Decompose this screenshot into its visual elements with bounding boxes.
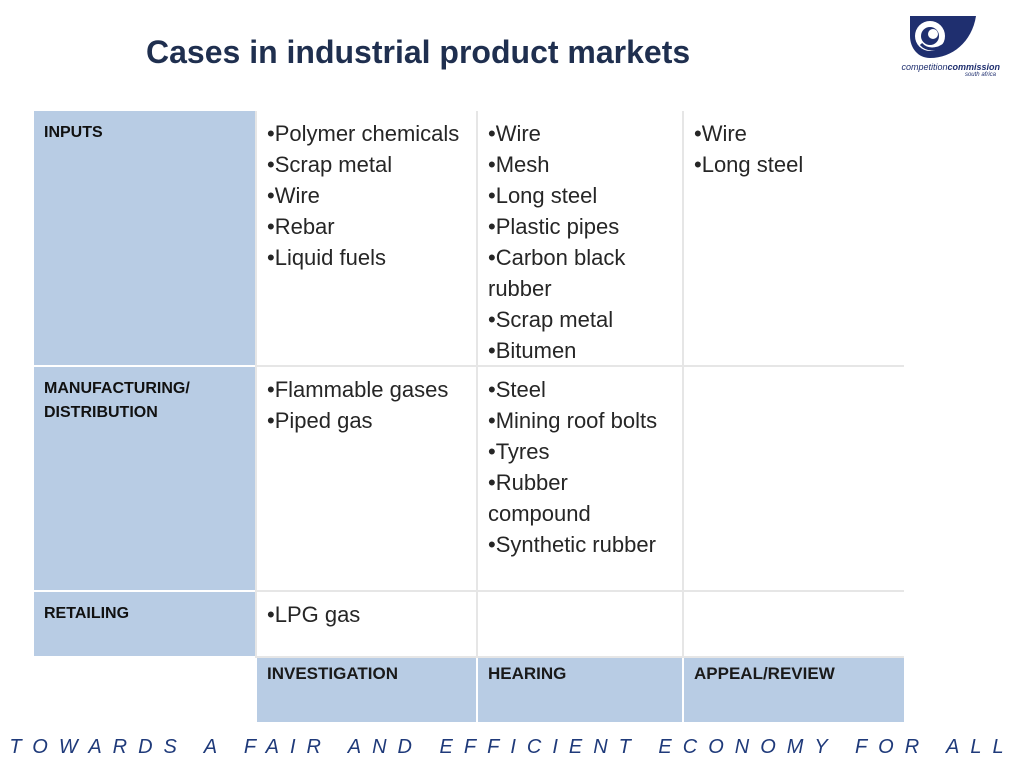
- cell-manufacturing-hearing: Steel Mining roof bolts Tyres Rubber com…: [476, 367, 682, 592]
- cell-retailing-investigation: LPG gas: [255, 592, 476, 658]
- slide-title: Cases in industrial product markets: [146, 34, 691, 70]
- list-item: Polymer chemicals: [267, 118, 466, 149]
- logo-emblem-icon: [910, 16, 976, 58]
- list-item: Mining roof bolts: [488, 405, 672, 436]
- column-header-hearing: HEARING: [476, 658, 682, 722]
- case-list: Wire Mesh Long steel Plastic pipes Carbo…: [488, 118, 672, 366]
- list-item: Long steel: [488, 180, 672, 211]
- column-header-appeal-review: APPEAL/REVIEW: [682, 658, 904, 722]
- list-item: Scrap metal: [267, 149, 466, 180]
- cell-manufacturing-appeal: [682, 367, 904, 592]
- case-list: LPG gas: [267, 599, 466, 630]
- case-list: Wire Long steel: [694, 118, 894, 180]
- list-item: Piped gas: [267, 405, 466, 436]
- logo-wordmark-light: competition: [901, 62, 948, 72]
- list-item: Carbon black rubber: [488, 242, 672, 304]
- case-list: Flammable gases Piped gas: [267, 374, 466, 436]
- list-item: Flammable gases: [267, 374, 466, 405]
- logo-subtitle: south africa: [964, 72, 996, 78]
- case-list: Steel Mining roof bolts Tyres Rubber com…: [488, 374, 672, 560]
- list-item: Synthetic rubber: [488, 529, 672, 560]
- column-header-investigation: INVESTIGATION: [255, 658, 476, 722]
- list-item: LPG gas: [267, 599, 466, 630]
- cell-manufacturing-investigation: Flammable gases Piped gas: [255, 367, 476, 592]
- list-item: Long steel: [694, 149, 894, 180]
- logo-wordmark-bold: commission: [947, 62, 1000, 72]
- logo-wordmark: competitioncommission: [888, 62, 1000, 72]
- cell-retailing-hearing: [476, 592, 682, 658]
- list-item: Tyres: [488, 436, 672, 467]
- competition-commission-logo: competitioncommission south africa: [884, 14, 1000, 84]
- row-label-retailing: RETAILING: [34, 592, 255, 658]
- list-item: Rebar: [267, 211, 466, 242]
- cell-inputs-hearing: Wire Mesh Long steel Plastic pipes Carbo…: [476, 111, 682, 367]
- cases-table: INPUTS MANUFACTURING/ DISTRIBUTION RETAI…: [34, 111, 904, 722]
- list-item: Bitumen: [488, 335, 672, 366]
- cell-retailing-appeal: [682, 592, 904, 658]
- list-item: Mesh: [488, 149, 672, 180]
- list-item: Scrap metal: [488, 304, 672, 335]
- list-item: Wire: [267, 180, 466, 211]
- list-item: Wire: [694, 118, 894, 149]
- cell-inputs-investigation: Polymer chemicals Scrap metal Wire Rebar…: [255, 111, 476, 367]
- cell-inputs-appeal: Wire Long steel: [682, 111, 904, 367]
- list-item: Liquid fuels: [267, 242, 466, 273]
- case-list: Polymer chemicals Scrap metal Wire Rebar…: [267, 118, 466, 273]
- list-item: Steel: [488, 374, 672, 405]
- list-item: Plastic pipes: [488, 211, 672, 242]
- row-label-inputs: INPUTS: [34, 111, 255, 367]
- row-label-manufacturing-distribution: MANUFACTURING/ DISTRIBUTION: [34, 367, 255, 592]
- slide-tagline: TOWARDS A FAIR AND EFFICIENT ECONOMY FOR…: [9, 736, 1015, 758]
- list-item: Rubber compound: [488, 467, 672, 529]
- list-item: Wire: [488, 118, 672, 149]
